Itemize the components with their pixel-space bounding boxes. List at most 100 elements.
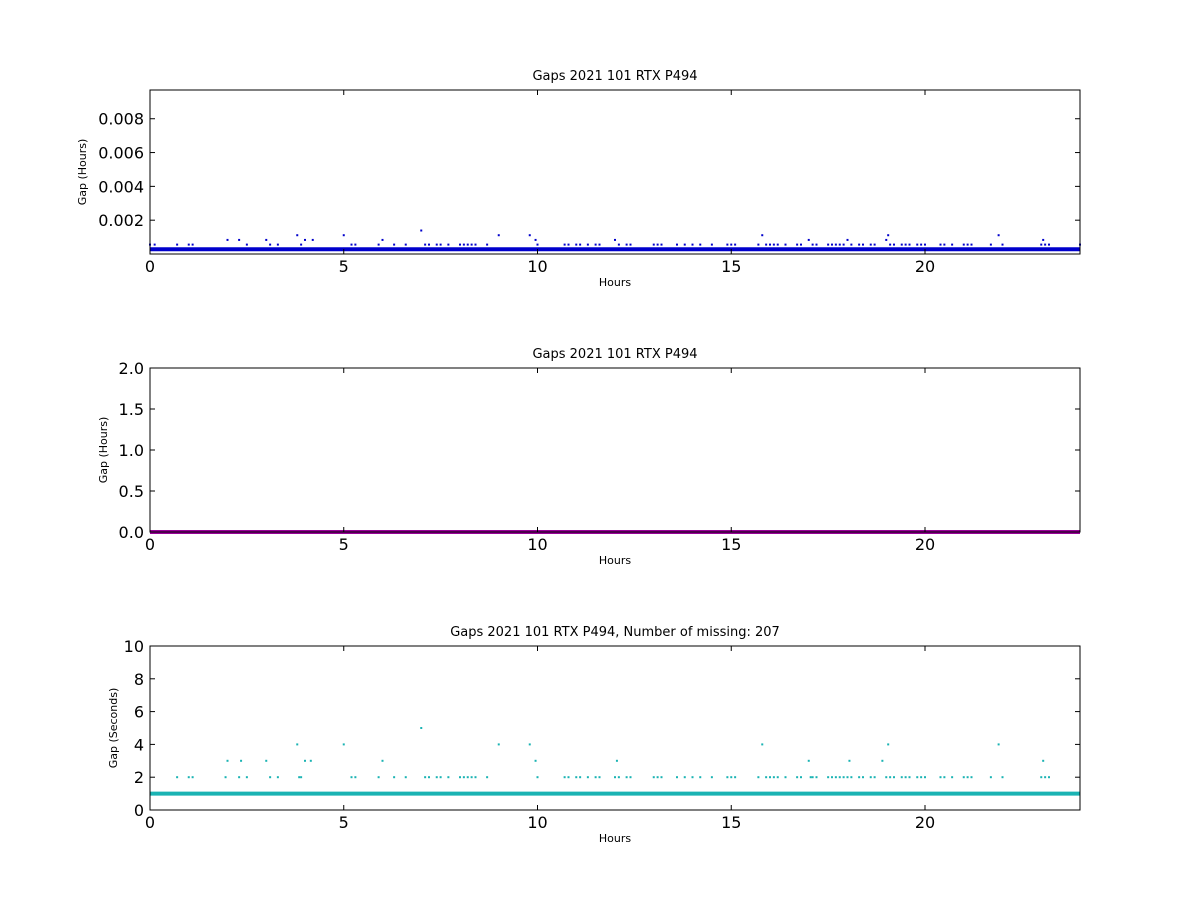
data-point bbox=[265, 759, 268, 762]
y-tick-label: 0.008 bbox=[98, 110, 144, 129]
data-point bbox=[629, 776, 632, 779]
data-point bbox=[579, 776, 582, 779]
data-point bbox=[858, 243, 861, 246]
data-point bbox=[769, 243, 771, 246]
data-point bbox=[466, 776, 469, 779]
data-point bbox=[827, 776, 830, 779]
data-point bbox=[757, 243, 760, 246]
y-tick-label: 1.5 bbox=[119, 400, 144, 419]
data-point bbox=[811, 243, 814, 246]
y-tick-label: 1.0 bbox=[119, 441, 144, 460]
data-point bbox=[586, 243, 589, 246]
x-tick-label: 0 bbox=[145, 813, 155, 832]
data-point bbox=[765, 243, 768, 246]
data-point bbox=[381, 238, 384, 241]
data-point bbox=[563, 243, 566, 246]
y-axis-label: Gap (Hours) bbox=[97, 417, 110, 484]
data-point bbox=[424, 776, 427, 779]
data-point bbox=[757, 776, 760, 779]
data-point bbox=[226, 759, 229, 762]
axes-frame bbox=[149, 645, 1081, 811]
data-point bbox=[377, 776, 380, 779]
data-point bbox=[614, 238, 616, 241]
data-point bbox=[846, 238, 849, 241]
data-point bbox=[439, 243, 442, 246]
data-point bbox=[710, 776, 713, 779]
data-point bbox=[796, 776, 799, 779]
data-point bbox=[629, 243, 632, 246]
x-tick-label: 20 bbox=[915, 813, 935, 832]
data-point bbox=[296, 234, 299, 237]
y-axis-label: Gap (Hours) bbox=[76, 139, 89, 206]
axes-frame bbox=[149, 89, 1081, 255]
data-point bbox=[970, 776, 973, 779]
data-point bbox=[1048, 776, 1050, 779]
x-tick-label: 5 bbox=[339, 813, 349, 832]
data-point bbox=[887, 743, 890, 746]
data-point bbox=[420, 229, 423, 232]
data-point bbox=[240, 759, 243, 762]
data-point bbox=[683, 776, 686, 779]
data-point bbox=[381, 759, 384, 762]
data-point bbox=[435, 776, 438, 779]
data-point bbox=[470, 776, 473, 779]
data-point bbox=[470, 243, 473, 246]
x-tick-label: 10 bbox=[527, 257, 547, 276]
data-point bbox=[579, 243, 582, 246]
data-point bbox=[567, 776, 570, 779]
data-point bbox=[842, 776, 845, 779]
data-point bbox=[916, 776, 919, 779]
data-point bbox=[730, 243, 733, 246]
x-tick-label: 5 bbox=[339, 535, 349, 554]
x-tick-label: 0 bbox=[145, 257, 155, 276]
data-point bbox=[920, 776, 923, 779]
data-point bbox=[276, 243, 279, 246]
data-point bbox=[848, 759, 851, 762]
data-point bbox=[276, 776, 279, 779]
data-point bbox=[575, 776, 578, 779]
data-point bbox=[1048, 243, 1050, 246]
data-point bbox=[893, 776, 895, 779]
data-point bbox=[191, 243, 194, 246]
data-point bbox=[834, 776, 837, 779]
data-point bbox=[528, 234, 531, 237]
data-point bbox=[575, 243, 578, 246]
y-tick-label: 0.002 bbox=[98, 211, 144, 230]
data-point bbox=[656, 243, 659, 246]
data-point bbox=[904, 776, 907, 779]
data-point bbox=[462, 243, 465, 246]
data-point bbox=[939, 776, 942, 779]
data-point bbox=[809, 776, 812, 779]
data-point bbox=[420, 727, 423, 729]
data-point bbox=[796, 243, 799, 246]
data-point bbox=[474, 243, 477, 246]
y-tick-label: 0.006 bbox=[98, 144, 144, 163]
data-point bbox=[699, 776, 702, 779]
data-point bbox=[536, 243, 539, 246]
data-point bbox=[676, 243, 678, 246]
data-point bbox=[989, 776, 992, 779]
data-point bbox=[881, 759, 884, 762]
data-point bbox=[966, 243, 969, 246]
data-point bbox=[710, 243, 713, 246]
data-point bbox=[815, 776, 818, 779]
data-point bbox=[245, 243, 248, 246]
data-point bbox=[772, 243, 775, 246]
data-point bbox=[466, 243, 469, 246]
data-point bbox=[300, 776, 303, 779]
data-point bbox=[1044, 776, 1047, 779]
data-point bbox=[298, 776, 301, 779]
y-tick-label: 0.5 bbox=[119, 482, 144, 501]
data-point bbox=[683, 243, 686, 246]
data-point bbox=[656, 776, 659, 779]
data-point bbox=[842, 243, 845, 246]
data-point bbox=[893, 243, 895, 246]
data-point bbox=[885, 238, 888, 241]
data-point bbox=[889, 243, 892, 246]
subplot-3: Gaps 2021 101 RTX P494, Number of missin… bbox=[107, 625, 1081, 845]
data-point bbox=[300, 243, 303, 246]
data-point bbox=[1040, 776, 1043, 779]
data-point bbox=[586, 776, 589, 779]
data-point bbox=[447, 776, 450, 779]
x-axis-label: Hours bbox=[599, 832, 631, 845]
